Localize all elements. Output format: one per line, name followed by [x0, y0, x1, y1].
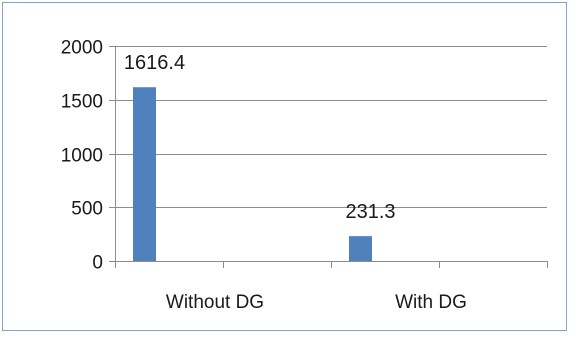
data-label: 1616.4: [124, 52, 185, 74]
axes: [115, 46, 548, 268]
data-labels: 1616.4 231.3: [124, 52, 396, 223]
x-axis-categories: Without DG With DG: [166, 292, 467, 313]
bars: [133, 87, 372, 261]
y-tick-label: 1000: [61, 146, 103, 167]
x-category-label: With DG: [395, 292, 467, 313]
chart-frame: 0 500 1000 1500 2000 1616.4 231.3 Without DG W…: [2, 2, 567, 331]
gridlines: [115, 46, 547, 208]
y-tick-label: 500: [71, 199, 103, 220]
bar-without-dg: [133, 87, 156, 261]
x-category-label: Without DG: [166, 292, 264, 313]
y-tick-label: 1500: [61, 92, 103, 113]
y-tick-label: 2000: [61, 38, 103, 59]
data-label: 231.3: [345, 201, 395, 223]
bar-with-dg: [349, 236, 372, 261]
y-tick-label: 0: [92, 253, 103, 274]
y-axis-ticks: 0 500 1000 1500 2000: [61, 38, 115, 274]
